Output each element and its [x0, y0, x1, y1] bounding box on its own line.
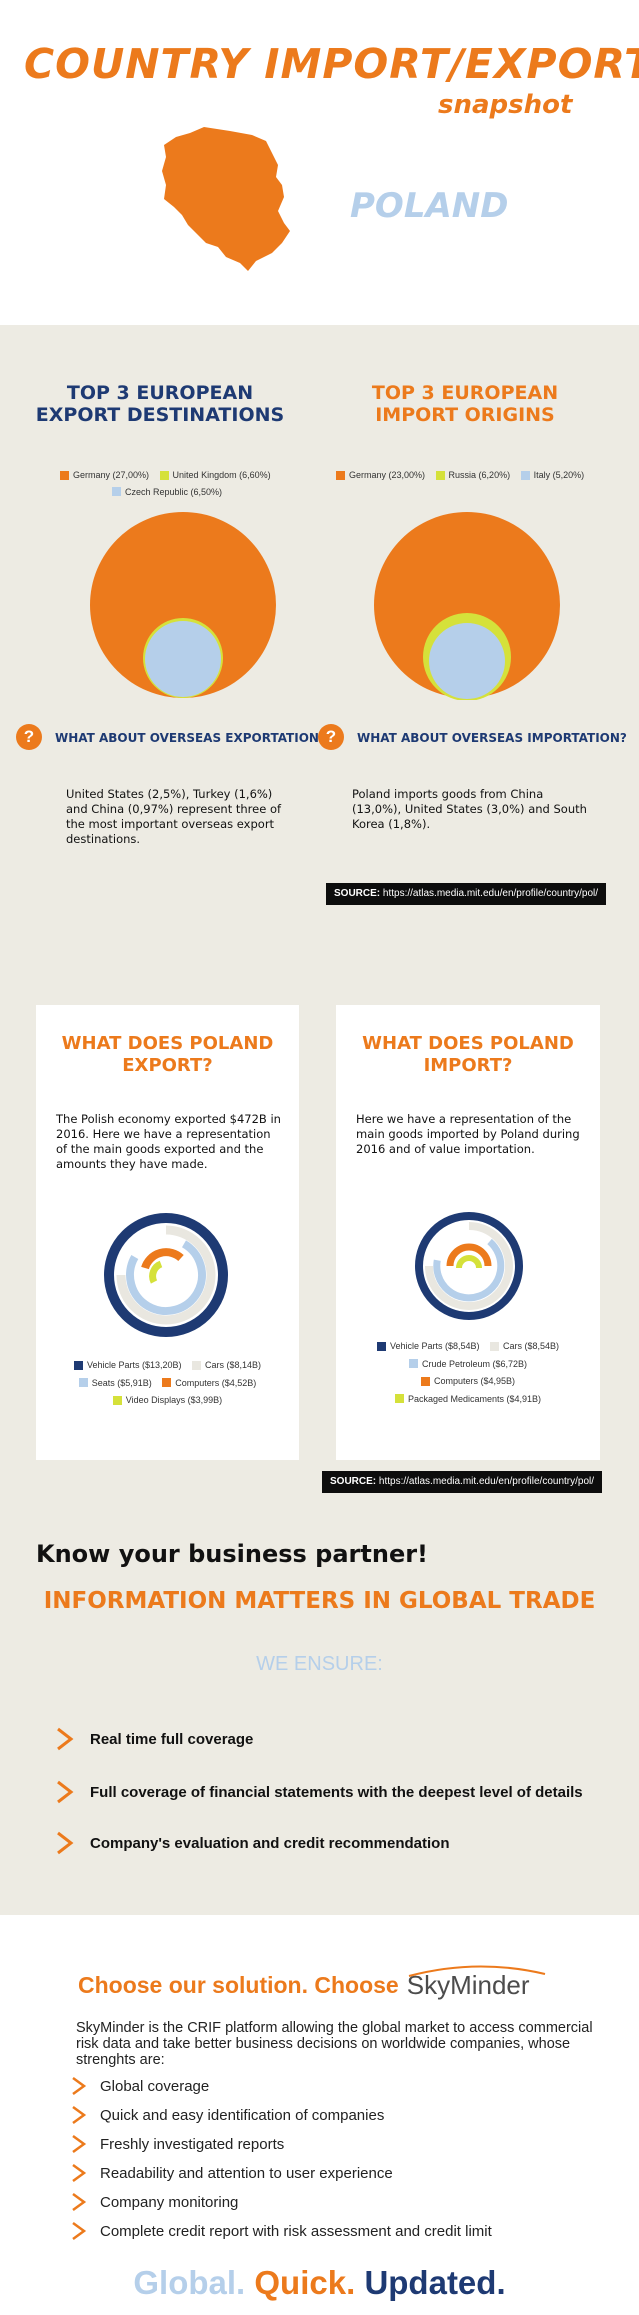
- export-goods-card: WHAT DOES POLAND EXPORT? The Polish econ…: [36, 1005, 299, 1460]
- skyminder-swoosh-icon: [408, 1965, 545, 1977]
- ring-crude-petroleum: [433, 1238, 505, 1302]
- solution-heading: Choose our solution. Choose SkyMinder: [78, 1965, 545, 2001]
- export-destinations-legend: Germany (27,00%) United Kingdom (6,60%) …: [60, 470, 300, 498]
- ring-computers: [446, 1243, 492, 1267]
- export-destinations-title: TOP 3 EUROPEAN EXPORT DESTINATIONS: [35, 382, 285, 426]
- chevron-right-icon: [72, 2192, 87, 2212]
- bubble-czech-republic: [145, 621, 221, 697]
- chevron-right-icon: [72, 2134, 87, 2154]
- bubble-germany: [90, 512, 276, 698]
- overseas-import-paragraph: Poland imports goods from China (13,0%),…: [352, 787, 587, 831]
- solution-intro: SkyMinder is the CRIF platform allowing …: [76, 2020, 593, 2068]
- source-bar: SOURCE: https://atlas.media.mit.edu/en/p…: [322, 1471, 603, 1493]
- overseas-import-question: WHAT ABOUT OVERSEAS IMPORTATION?: [357, 731, 627, 745]
- partner-heading: Know your business partner!: [36, 1540, 429, 1568]
- overseas-export-paragraph: United States (2,5%), Turkey (1,6%) and …: [66, 787, 282, 846]
- legend-item: Germany (27,00%): [60, 470, 149, 480]
- poland-map-icon: [162, 127, 290, 271]
- page-subtitle: snapshot: [438, 90, 573, 120]
- export-goods-radial-chart: [104, 1213, 228, 1337]
- source-link[interactable]: https://atlas.media.mit.edu/en/profile/c…: [382, 888, 599, 899]
- ring-computers: [141, 1248, 184, 1270]
- ring-packaged-medicaments: [456, 1255, 482, 1269]
- strength-item: Freshly investigated reports: [70, 2134, 284, 2154]
- legend-item: Italy (5,20%): [520, 470, 584, 480]
- source-link[interactable]: https://atlas.media.mit.edu/en/profile/c…: [378, 1476, 595, 1487]
- chevron-right-icon: [72, 2163, 87, 2183]
- import-goods-title: WHAT DOES POLAND IMPORT?: [362, 1033, 574, 1076]
- ensure-bullet: Full coverage of financial statements wi…: [54, 1779, 583, 1805]
- import-goods-card: WHAT DOES POLAND IMPORT? Here we have a …: [336, 1005, 600, 1460]
- import-goods-legend: Vehicle Parts ($8,54B) Cars ($8,54B) Cru…: [336, 1338, 600, 1408]
- chevron-right-icon: [57, 1831, 74, 1855]
- skyminder-logo: SkyMinder: [407, 1965, 545, 2001]
- question-icon: ?: [318, 724, 344, 750]
- ring-cars: [116, 1225, 216, 1325]
- import-origins-title: TOP 3 EUROPEAN IMPORT ORIGINS: [371, 382, 559, 426]
- chevron-right-icon: [72, 2076, 87, 2096]
- bubble-italy: [429, 623, 505, 699]
- import-goods-radial-chart: [415, 1212, 523, 1320]
- overseas-export-question: WHAT ABOUT OVERSEAS EXPORTATION?: [55, 731, 326, 745]
- solution-section: [0, 1915, 639, 2315]
- question-icon: ?: [16, 724, 42, 750]
- bubble-germany: [374, 512, 560, 698]
- ring-video-displays: [149, 1260, 163, 1284]
- legend-item: Czech Republic (6,50%): [112, 487, 222, 497]
- ensure-bullet: Company's evaluation and credit recommen…: [54, 1830, 449, 1856]
- strength-item: Company monitoring: [70, 2192, 238, 2212]
- country-name: POLAND: [350, 186, 509, 226]
- page-title: COUNTRY IMPORT/EXPORT: [24, 40, 639, 88]
- export-goods-legend: Vehicle Parts ($13,20B) Cars ($8,14B) Se…: [36, 1357, 299, 1410]
- ring-seats: [126, 1240, 206, 1315]
- tagline: Global. Quick. Updated.: [133, 2264, 506, 2301]
- import-origins-bubble-chart: [374, 512, 560, 700]
- strength-item: Complete credit report with risk assessm…: [70, 2221, 492, 2241]
- partner-subheading: INFORMATION MATTERS IN GLOBAL TRADE: [43, 1588, 596, 1614]
- export-goods-title: WHAT DOES POLAND EXPORT?: [61, 1033, 274, 1076]
- ring-cars: [425, 1222, 513, 1310]
- ring-vehicle-parts: [104, 1213, 228, 1337]
- ensure-bullet: Real time full coverage: [54, 1726, 253, 1752]
- strength-item: Quick and easy identification of compani…: [70, 2105, 384, 2125]
- chevron-right-icon: [72, 2221, 87, 2241]
- import-origins-legend: Germany (23,00%) Russia (6,20%) Italy (5…: [336, 470, 626, 482]
- ring-vehicle-parts: [415, 1212, 523, 1320]
- export-destinations-bubble-chart: [90, 512, 276, 698]
- export-goods-paragraph: The Polish economy exported $472B in 201…: [56, 1112, 281, 1171]
- chevron-right-icon: [72, 2105, 87, 2125]
- strength-item: Global coverage: [70, 2076, 209, 2096]
- legend-item: United Kingdom (6,60%): [159, 470, 271, 480]
- header-section: [0, 0, 639, 325]
- we-ensure-label: WE ENSURE:: [256, 1653, 383, 1675]
- import-goods-paragraph: Here we have a representation of the mai…: [356, 1112, 580, 1156]
- legend-item: Germany (23,00%): [336, 470, 425, 480]
- strength-item: Readability and attention to user experi…: [70, 2163, 393, 2183]
- source-bar: SOURCE: https://atlas.media.mit.edu/en/p…: [326, 883, 607, 905]
- chevron-right-icon: [57, 1727, 74, 1751]
- chevron-right-icon: [57, 1780, 74, 1804]
- legend-item: Russia (6,20%): [435, 470, 510, 480]
